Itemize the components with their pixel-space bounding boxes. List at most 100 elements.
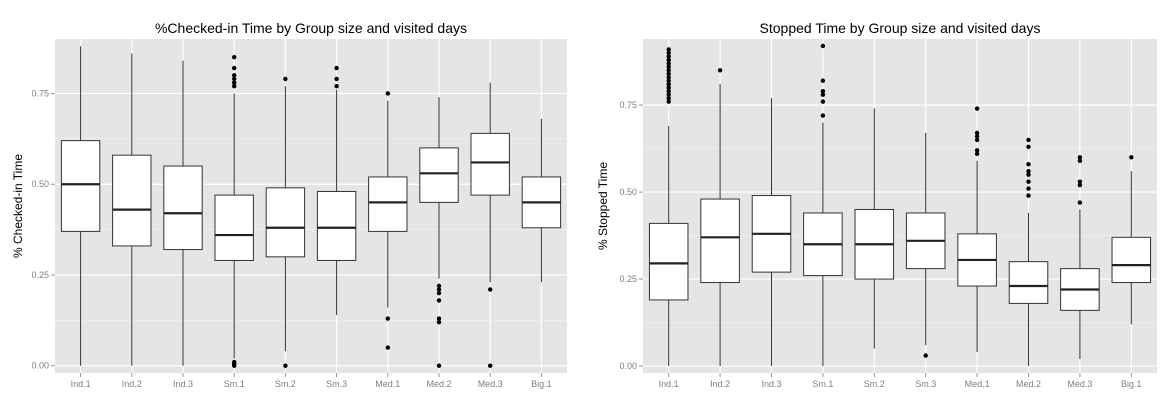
- box-med-2: [419, 97, 459, 368]
- outlier-point: [974, 151, 980, 157]
- outlier-point: [1077, 155, 1083, 160]
- outlier-point: [436, 298, 442, 303]
- y-axis-title: % Stopped Time: [596, 162, 610, 250]
- outlier-point: [974, 106, 980, 111]
- outlier-point: [283, 363, 288, 368]
- x-tick-label: Ind.1: [659, 379, 679, 389]
- outlier-point: [923, 353, 928, 358]
- outlier-point: [666, 54, 671, 59]
- box-ind-3: [163, 60, 203, 366]
- outlier-point: [232, 359, 237, 365]
- iqr-box: [700, 198, 740, 284]
- outlier-point: [820, 99, 826, 104]
- outlier-point: [1026, 169, 1031, 174]
- box-sm-3: [905, 132, 946, 358]
- outlier-point: [1026, 172, 1031, 177]
- x-tick-label: Ind.3: [761, 379, 781, 389]
- iqr-box: [112, 154, 152, 247]
- outlier-point: [436, 363, 442, 368]
- box-sm-3: [316, 65, 357, 315]
- iqr-box: [1008, 261, 1049, 304]
- outlier-point: [666, 95, 671, 101]
- x-tick-label: Sm.1: [812, 379, 833, 389]
- iqr-box: [419, 147, 459, 203]
- outlier-point: [436, 290, 442, 296]
- iqr-box: [470, 132, 510, 196]
- outlier-point: [1026, 193, 1031, 198]
- box-big-1: [1111, 155, 1152, 325]
- outlier-point: [820, 113, 826, 118]
- outlier-point: [436, 316, 442, 321]
- outlier-point: [666, 64, 671, 70]
- iqr-box: [316, 190, 357, 261]
- outlier-point: [1077, 158, 1083, 163]
- outlier-point: [820, 92, 826, 97]
- y-tick-label: 0.50: [619, 187, 637, 197]
- outlier-point: [974, 148, 980, 153]
- box-big-1: [521, 118, 562, 283]
- outlier-point: [974, 137, 980, 143]
- box-ind-3: [751, 98, 792, 367]
- x-tick-label: Med.3: [478, 379, 503, 389]
- y-tick-label: 0.50: [31, 179, 49, 189]
- x-tick-label: Med.3: [1067, 379, 1092, 389]
- outlier-point: [820, 78, 826, 83]
- x-tick-label: Ind.3: [173, 379, 193, 389]
- iqr-box: [214, 194, 254, 261]
- outlier-point: [488, 363, 493, 368]
- box-sm-2: [854, 108, 895, 349]
- outlier-point: [820, 43, 826, 49]
- outlier-point: [283, 76, 288, 82]
- outlier-point: [666, 71, 671, 76]
- box-ind-2: [700, 68, 740, 367]
- outlier-point: [666, 88, 671, 94]
- x-tick-label: Sm.3: [915, 379, 936, 389]
- y-tick-label: 0.75: [31, 88, 49, 98]
- outlier-point: [666, 61, 671, 66]
- outlier-point: [1026, 144, 1031, 150]
- box-ind-1: [648, 47, 689, 367]
- x-tick-label: Sm.3: [326, 379, 347, 389]
- outlier-point: [385, 316, 390, 321]
- outlier-point: [666, 75, 671, 80]
- box-ind-1: [60, 46, 101, 366]
- y-tick-label: 0.25: [619, 274, 637, 284]
- x-tick-label: Sm.1: [224, 379, 245, 389]
- box-sm-1: [803, 43, 843, 367]
- outlier-point: [232, 76, 237, 82]
- outlier-point: [666, 92, 671, 97]
- outlier-point: [666, 50, 671, 56]
- iqr-box: [648, 222, 689, 301]
- outlier-point: [974, 130, 980, 136]
- x-tick-label: Big.1: [531, 379, 552, 389]
- outlier-point: [436, 283, 442, 289]
- y-axis-title: % Checked-in Time: [11, 154, 25, 258]
- outlier-point: [666, 47, 671, 52]
- outlier-point: [436, 287, 442, 292]
- outlier-point: [666, 85, 671, 90]
- outlier-point: [1077, 200, 1083, 205]
- iqr-box: [60, 140, 101, 232]
- iqr-box: [1111, 236, 1152, 284]
- outlier-point: [717, 68, 723, 73]
- box-med-1: [368, 91, 408, 350]
- outlier-point: [1026, 186, 1031, 191]
- outlier-point: [488, 287, 493, 292]
- outlier-point: [974, 134, 980, 139]
- outlier-point: [232, 65, 237, 71]
- y-tick-label: 0.75: [619, 100, 637, 110]
- outlier-point: [666, 99, 671, 104]
- y-tick-label: 0.00: [31, 361, 49, 371]
- outlier-point: [1026, 162, 1031, 167]
- outlier-point: [666, 78, 671, 83]
- outlier-point: [232, 54, 237, 60]
- outlier-point: [385, 345, 390, 350]
- outlier-point: [1129, 155, 1134, 160]
- box-med-2: [1008, 137, 1049, 367]
- x-tick-label: Ind.2: [710, 379, 730, 389]
- box-med-1: [957, 106, 997, 353]
- checked-in-time-boxplot: %Checked-in Time by Group size and visit…: [11, 20, 567, 389]
- outlier-point: [1026, 137, 1031, 143]
- outlier-point: [334, 65, 339, 71]
